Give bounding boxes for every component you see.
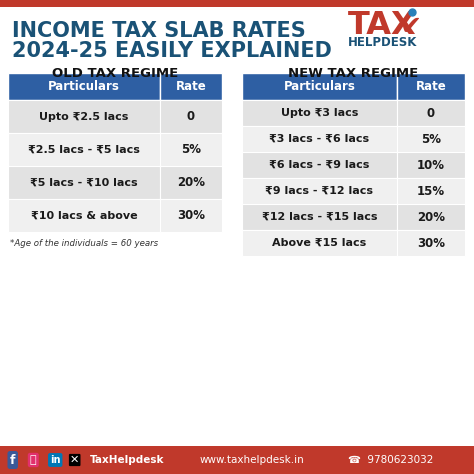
Text: Rate: Rate <box>416 80 447 93</box>
Text: TaxHelpdesk: TaxHelpdesk <box>90 455 164 465</box>
Bar <box>397 126 465 152</box>
Bar <box>242 73 397 100</box>
Text: 5%: 5% <box>181 143 201 156</box>
Text: Above ₹15 lacs: Above ₹15 lacs <box>273 238 366 248</box>
Text: ✕: ✕ <box>70 455 79 465</box>
Bar <box>242 204 397 230</box>
Text: ☎  9780623032: ☎ 9780623032 <box>348 455 433 465</box>
Text: TAX: TAX <box>348 9 417 40</box>
Text: 15%: 15% <box>417 184 445 198</box>
Bar <box>160 133 222 166</box>
Bar <box>0 446 474 474</box>
Text: 2024-25 EASILY EXPLAINED: 2024-25 EASILY EXPLAINED <box>12 41 332 61</box>
Text: Particulars: Particulars <box>48 80 120 93</box>
Bar <box>397 204 465 230</box>
Bar <box>242 152 397 178</box>
Text: 30%: 30% <box>177 209 205 222</box>
Text: ₹12 lacs - ₹15 lacs: ₹12 lacs - ₹15 lacs <box>262 212 377 222</box>
Bar <box>242 126 397 152</box>
Text: 5%: 5% <box>421 133 441 146</box>
Text: 30%: 30% <box>417 237 445 249</box>
Text: Upto ₹2.5 lacs: Upto ₹2.5 lacs <box>39 111 128 121</box>
Text: ₹3 lacs - ₹6 lacs: ₹3 lacs - ₹6 lacs <box>269 134 370 144</box>
Text: in: in <box>50 455 61 465</box>
Bar <box>397 152 465 178</box>
Bar <box>0 0 474 7</box>
Text: ₹5 lacs - ₹10 lacs: ₹5 lacs - ₹10 lacs <box>30 177 138 188</box>
Text: ₹6 lacs - ₹9 lacs: ₹6 lacs - ₹9 lacs <box>269 160 370 170</box>
Text: *Age of the individuals = 60 years: *Age of the individuals = 60 years <box>10 238 158 247</box>
Text: NEW TAX REGIME: NEW TAX REGIME <box>288 66 419 80</box>
Bar <box>160 73 222 100</box>
Text: ₹2.5 lacs - ₹5 lacs: ₹2.5 lacs - ₹5 lacs <box>28 145 140 155</box>
Text: Upto ₹3 lacs: Upto ₹3 lacs <box>281 108 358 118</box>
Text: www.taxhelpdesk.in: www.taxhelpdesk.in <box>200 455 305 465</box>
Bar <box>242 230 397 256</box>
Bar <box>397 73 465 100</box>
Text: ₹9 lacs - ₹12 lacs: ₹9 lacs - ₹12 lacs <box>265 186 374 196</box>
Text: INCOME TAX SLAB RATES: INCOME TAX SLAB RATES <box>12 21 306 41</box>
Text: ⓘ: ⓘ <box>30 455 36 465</box>
Bar <box>8 199 160 232</box>
Text: 0: 0 <box>187 110 195 123</box>
Bar <box>8 73 160 100</box>
Bar <box>397 178 465 204</box>
Text: 20%: 20% <box>177 176 205 189</box>
Text: Rate: Rate <box>176 80 206 93</box>
Bar <box>160 199 222 232</box>
Bar <box>397 100 465 126</box>
Bar <box>160 166 222 199</box>
Bar <box>242 178 397 204</box>
Text: Particulars: Particulars <box>283 80 356 93</box>
Text: ₹10 lacs & above: ₹10 lacs & above <box>31 210 137 220</box>
Text: ✔: ✔ <box>400 14 422 40</box>
Text: f: f <box>10 454 16 466</box>
Bar <box>8 100 160 133</box>
Bar <box>242 100 397 126</box>
Bar <box>160 100 222 133</box>
Bar <box>397 230 465 256</box>
Bar <box>8 133 160 166</box>
Text: OLD TAX REGIME: OLD TAX REGIME <box>52 66 178 80</box>
Text: HELPDESK: HELPDESK <box>348 36 418 48</box>
Text: 20%: 20% <box>417 210 445 224</box>
Text: 0: 0 <box>427 107 435 119</box>
Bar <box>8 166 160 199</box>
Text: 10%: 10% <box>417 158 445 172</box>
